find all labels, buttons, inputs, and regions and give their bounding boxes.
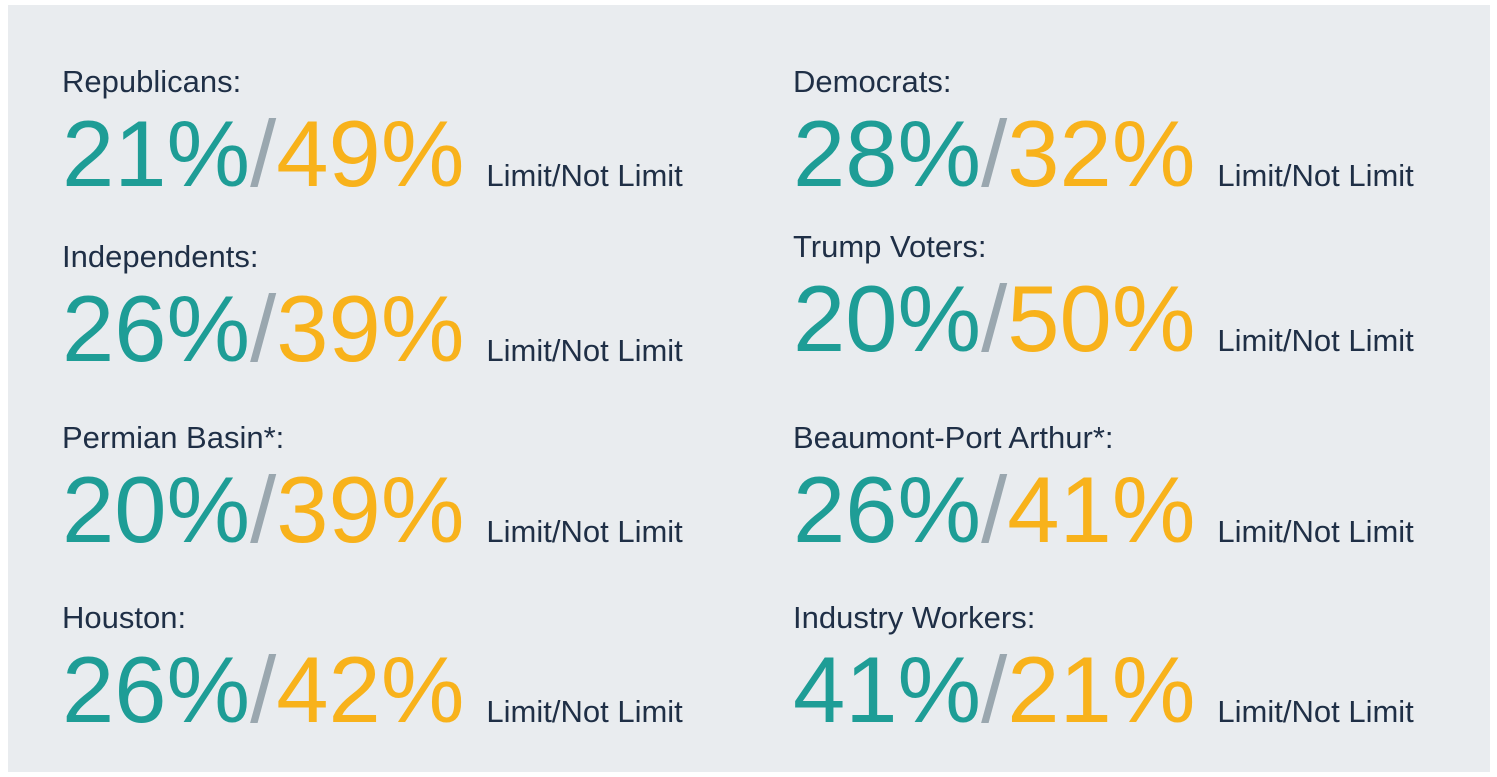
stat-row: 26%/42% Limit/Not Limit bbox=[62, 642, 683, 766]
limit-percent: 20% bbox=[793, 266, 982, 371]
limit-percent: 41% bbox=[793, 637, 982, 742]
limit-percent: 26% bbox=[62, 637, 251, 742]
separator: / bbox=[250, 637, 277, 742]
stat-row: 26%/41% Limit/Not Limit bbox=[793, 462, 1414, 586]
group-label: Republicans: bbox=[62, 64, 242, 99]
separator: / bbox=[981, 637, 1008, 742]
stat-row: 41%/21% Limit/Not Limit bbox=[793, 642, 1414, 766]
limit-percent: 21% bbox=[62, 101, 251, 206]
separator: / bbox=[250, 101, 277, 206]
separator: / bbox=[250, 276, 277, 381]
legend-text: Limit/Not Limit bbox=[1217, 514, 1414, 549]
group-label: Democrats: bbox=[793, 64, 952, 99]
stat-block: Independents: 26%/39% Limit/Not Limit bbox=[62, 237, 683, 405]
separator: / bbox=[250, 457, 277, 562]
legend-text: Limit/Not Limit bbox=[486, 514, 683, 549]
legend-text: Limit/Not Limit bbox=[1217, 694, 1414, 729]
stat-row: 28%/32% Limit/Not Limit bbox=[793, 106, 1414, 230]
group-label: Beaumont-Port Arthur*: bbox=[793, 420, 1114, 455]
not-limit-percent: 50% bbox=[1007, 266, 1196, 371]
group-label: Permian Basin*: bbox=[62, 420, 285, 455]
stat-row: 21%/49% Limit/Not Limit bbox=[62, 106, 683, 230]
not-limit-percent: 41% bbox=[1007, 457, 1196, 562]
legend-text: Limit/Not Limit bbox=[486, 158, 683, 193]
legend-text: Limit/Not Limit bbox=[1217, 323, 1414, 358]
not-limit-percent: 21% bbox=[1007, 637, 1196, 742]
not-limit-percent: 39% bbox=[276, 457, 465, 562]
stat-block: Beaumont-Port Arthur*: 26%/41% Limit/Not L… bbox=[793, 418, 1414, 586]
stat-row: 20%/39% Limit/Not Limit bbox=[62, 462, 683, 586]
group-label: Trump Voters: bbox=[793, 229, 987, 264]
legend-text: Limit/Not Limit bbox=[486, 333, 683, 368]
stat-block: Permian Basin*: 20%/39% Limit/Not Limit bbox=[62, 418, 683, 586]
separator: / bbox=[981, 266, 1008, 371]
group-label: Houston: bbox=[62, 600, 187, 635]
not-limit-percent: 32% bbox=[1007, 101, 1196, 206]
stat-block: Houston: 26%/42% Limit/Not Limit bbox=[62, 598, 683, 766]
limit-percent: 26% bbox=[793, 457, 982, 562]
group-label: Industry Workers: bbox=[793, 600, 1036, 635]
stat-block: Trump Voters: 20%/50% Limit/Not Limit bbox=[793, 227, 1414, 395]
stat-block: Industry Workers: 41%/21% Limit/Not Limit bbox=[793, 598, 1414, 766]
limit-percent: 26% bbox=[62, 276, 251, 381]
not-limit-percent: 49% bbox=[276, 101, 465, 206]
group-label: Independents: bbox=[62, 239, 259, 274]
limit-percent: 28% bbox=[793, 101, 982, 206]
separator: / bbox=[981, 101, 1008, 206]
limit-percent: 20% bbox=[62, 457, 251, 562]
legend-text: Limit/Not Limit bbox=[1217, 158, 1414, 193]
separator: / bbox=[981, 457, 1008, 562]
stat-block: Republicans: 21%/49% Limit/Not Limit bbox=[62, 62, 683, 230]
not-limit-percent: 42% bbox=[276, 637, 465, 742]
not-limit-percent: 39% bbox=[276, 276, 465, 381]
stat-block: Democrats: 28%/32% Limit/Not Limit bbox=[793, 62, 1414, 230]
stat-row: 20%/50% Limit/Not Limit bbox=[793, 271, 1414, 395]
stat-row: 26%/39% Limit/Not Limit bbox=[62, 281, 683, 405]
panel: Republicans: 21%/49% Limit/Not Limit Democr… bbox=[8, 5, 1490, 772]
legend-text: Limit/Not Limit bbox=[486, 694, 683, 729]
